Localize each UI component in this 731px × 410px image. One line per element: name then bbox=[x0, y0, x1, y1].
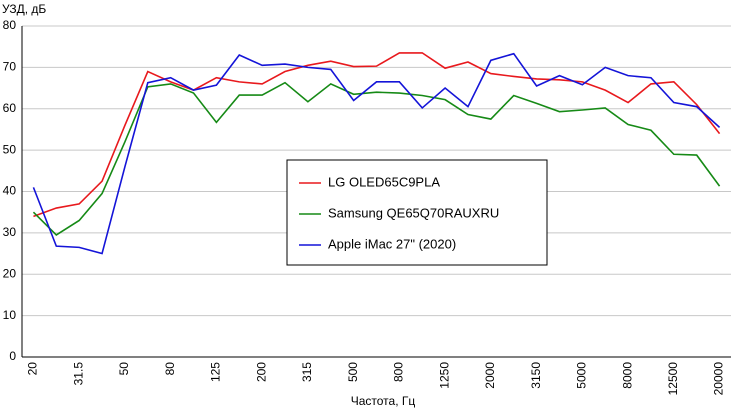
y-tick-label: 80 bbox=[3, 18, 17, 32]
y-tick-label: 20 bbox=[3, 266, 17, 280]
legend-label: LG OLED65C9PLA bbox=[328, 174, 440, 189]
x-tick-label: 50 bbox=[117, 362, 131, 376]
y-tick-label: 10 bbox=[3, 308, 17, 322]
x-tick-label: 125 bbox=[209, 362, 223, 382]
x-tick-label: 800 bbox=[392, 362, 406, 382]
x-tick-label: 1250 bbox=[437, 362, 451, 389]
x-tick-label: 12500 bbox=[666, 362, 680, 396]
y-tick-label: 70 bbox=[3, 60, 17, 74]
x-tick-label: 3150 bbox=[529, 362, 543, 389]
legend-label: Samsung QE65Q70RAUXRU bbox=[328, 205, 499, 220]
x-tick-label: 315 bbox=[300, 362, 314, 382]
y-tick-label: 60 bbox=[3, 101, 17, 115]
x-tick-label: 20 bbox=[26, 362, 40, 376]
x-tick-label: 5000 bbox=[575, 362, 589, 389]
x-tick-label: 500 bbox=[346, 362, 360, 382]
x-tick-label: 8000 bbox=[620, 362, 634, 389]
legend: LG OLED65C9PLA Samsung QE65Q70RAUXRU Apple… bbox=[286, 159, 548, 266]
legend-label: Apple iMac 27" (2020) bbox=[328, 236, 456, 251]
x-tick-label: 20000 bbox=[712, 362, 726, 396]
y-tick-label: 40 bbox=[3, 184, 17, 198]
x-tick-label: 31.5 bbox=[71, 362, 85, 386]
x-axis-label: Частота, Гц bbox=[351, 394, 416, 408]
y-tick-label: 0 bbox=[9, 349, 16, 363]
y-tick-label: 50 bbox=[3, 142, 17, 156]
series-line bbox=[32, 81, 721, 236]
series-line bbox=[32, 52, 721, 255]
y-tick-label: 30 bbox=[3, 225, 17, 239]
x-tick-label: 80 bbox=[163, 362, 177, 376]
x-tick-label: 2000 bbox=[483, 362, 497, 389]
x-tick-label: 200 bbox=[254, 362, 268, 382]
y-axis-label: УЗД, дБ bbox=[2, 2, 46, 16]
legend-box bbox=[286, 159, 548, 266]
series-line bbox=[33, 52, 721, 218]
